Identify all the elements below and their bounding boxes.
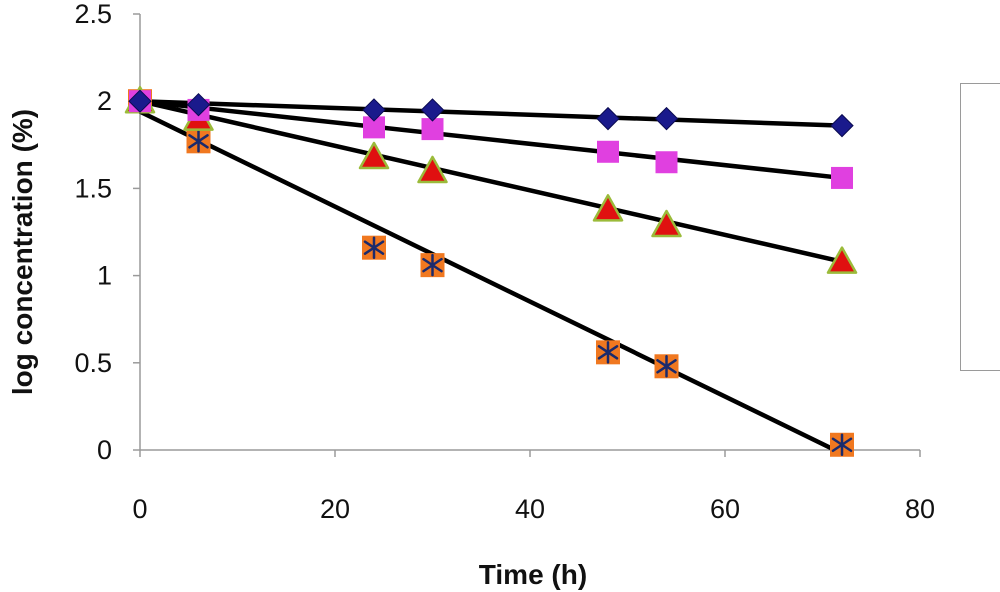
trendline-2 xyxy=(137,98,845,181)
x-axis-title: Time (h) xyxy=(479,559,587,590)
data-point-series-4 xyxy=(362,235,386,260)
data-point-series-1 xyxy=(654,106,679,131)
trendline-1 xyxy=(137,98,845,128)
data-point-series-1 xyxy=(420,98,445,122)
x-tick-label: 40 xyxy=(515,494,545,524)
data-point-series-4 xyxy=(830,432,854,457)
trendline-4 xyxy=(137,109,845,456)
data-point-series-2 xyxy=(363,116,385,139)
legend xyxy=(960,83,1000,371)
trendline-3 xyxy=(137,98,845,264)
y-tick-label: 2.5 xyxy=(74,0,112,29)
data-point-series-1 xyxy=(362,98,386,122)
data-point-series-1 xyxy=(596,106,620,131)
markers xyxy=(124,85,858,457)
data-point-series-3 xyxy=(358,141,390,170)
data-point-series-2 xyxy=(597,140,619,163)
x-tick-label: 0 xyxy=(132,494,147,524)
trendlines xyxy=(137,98,845,456)
ticks: 0 0.5 1 1.5 2 2.5 0 20 40 60 80 xyxy=(74,0,935,524)
y-tick-label: 1.5 xyxy=(74,173,112,203)
data-point-series-3 xyxy=(592,194,624,222)
data-point-series-1 xyxy=(830,113,854,138)
data-point-series-3 xyxy=(417,155,448,184)
data-point-series-2 xyxy=(655,151,678,174)
data-point-series-2 xyxy=(831,166,853,189)
data-point-series-3 xyxy=(826,246,858,274)
x-tick-label: 80 xyxy=(905,494,935,524)
y-tick-label: 0 xyxy=(97,435,112,465)
y-tick-label: 2 xyxy=(97,86,112,116)
x-tick-label: 20 xyxy=(320,494,350,524)
data-point-series-4 xyxy=(654,354,679,379)
data-point-series-4 xyxy=(596,340,620,365)
y-tick-label: 1 xyxy=(97,261,112,291)
y-tick-label: 0.5 xyxy=(74,348,112,378)
data-point-series-2 xyxy=(421,118,444,141)
data-point-series-1 xyxy=(128,89,152,113)
data-point-series-1 xyxy=(186,92,211,117)
y-axis-title: log concentration (%) xyxy=(7,109,38,395)
data-point-series-4 xyxy=(186,129,211,154)
data-point-series-3 xyxy=(651,209,682,238)
axes xyxy=(139,14,920,451)
x-tick-label: 60 xyxy=(710,494,740,524)
data-point-series-4 xyxy=(420,253,445,278)
